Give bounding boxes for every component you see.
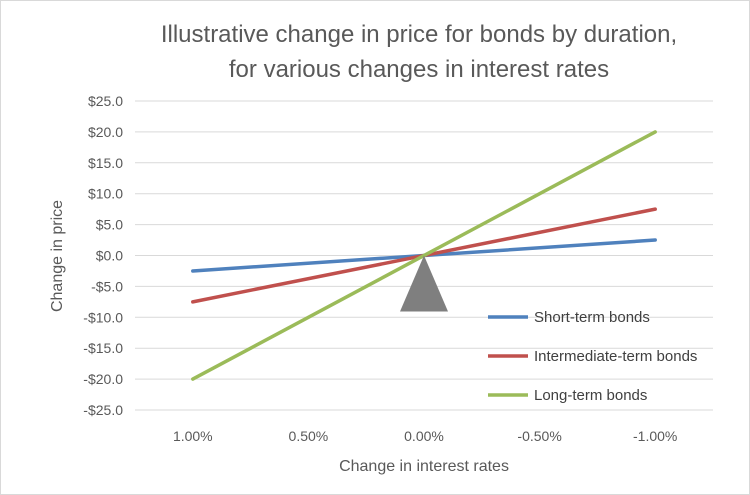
legend-label-0: Short-term bonds — [534, 309, 650, 326]
chart-title-line-1: Illustrative change in price for bonds b… — [161, 21, 677, 48]
y-tick-label: -$5.0 — [91, 278, 123, 294]
fulcrum-triangle — [400, 255, 448, 312]
x-tick-label: -1.00% — [633, 428, 677, 444]
y-tick-label: $10.0 — [88, 186, 123, 202]
chart-title: Illustrative change in price for bonds b… — [161, 21, 677, 83]
y-tick-labels: $25.0 $20.0 $15.0 $10.0 $5.0 $0.0 -$5.0 -$10.0 -… — [83, 93, 123, 418]
y-tick-label: $15.0 — [88, 155, 123, 171]
x-tick-label: -0.50% — [517, 428, 561, 444]
y-tick-label: $20.0 — [88, 124, 123, 140]
chart-title-line-2: for various changes in interest rates — [229, 56, 609, 83]
y-tick-label: -$15.0 — [83, 340, 123, 356]
x-tick-label: 1.00% — [173, 428, 213, 444]
legend-label-1: Intermediate-term bonds — [534, 348, 697, 365]
y-tick-label: $25.0 — [88, 93, 123, 109]
y-tick-label: $0.0 — [96, 248, 123, 264]
x-axis-title: Change in interest rates — [339, 458, 509, 475]
y-axis-title: Change in price — [49, 200, 66, 312]
legend-label-2: Long-term bonds — [534, 387, 647, 404]
y-tick-label: $5.0 — [96, 217, 123, 233]
x-tick-label: 0.00% — [404, 428, 444, 444]
x-tick-labels: 1.00% 0.50% 0.00% -0.50% -1.00% — [173, 428, 677, 444]
y-tick-label: -$20.0 — [83, 371, 123, 387]
legend: Short-term bonds Intermediate-term bonds L… — [488, 309, 697, 404]
y-tick-label: -$25.0 — [83, 402, 123, 418]
y-tick-label: -$10.0 — [83, 309, 123, 325]
x-tick-label: 0.50% — [289, 428, 329, 444]
